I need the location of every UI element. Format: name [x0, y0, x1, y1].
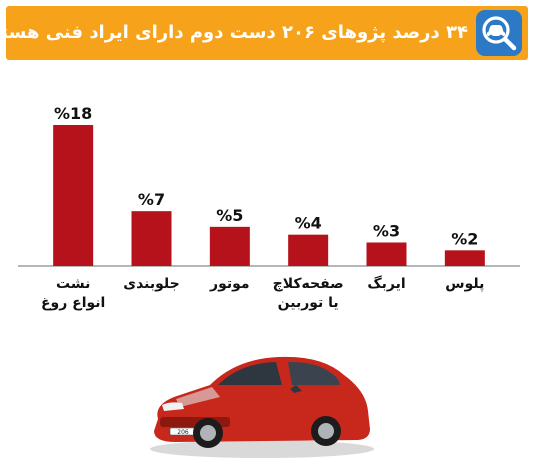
- car-inspection-magnifier-icon: [476, 10, 522, 56]
- bar-value-label: %3: [373, 222, 400, 241]
- peugeot-206-car-image: 206: [150, 356, 374, 458]
- bar-value-label: %4: [295, 214, 322, 233]
- category-label: یا توربین: [278, 295, 339, 311]
- bar-chart: %18 نشت انواع روغ %7 جلوبندی %5 موتور %4 صفحه‌کل…: [18, 104, 520, 311]
- bar: [366, 242, 407, 266]
- bar: [209, 226, 250, 266]
- category-label: پلوس: [445, 276, 484, 292]
- chart-title: ۳۴ درصد پژوهای ۲۰۶ دست دوم دارای ایراد ف…: [0, 22, 468, 43]
- bar-value-label: %18: [54, 104, 92, 123]
- category-label: جلوبندی: [123, 276, 179, 292]
- header-banner: ۳۴ درصد پژوهای ۲۰۶ دست دوم دارای ایراد ف…: [0, 6, 528, 60]
- bar-value-label: %5: [216, 206, 243, 225]
- bar: [53, 125, 94, 266]
- bar: [131, 211, 172, 266]
- bar-value-label: %2: [451, 229, 478, 248]
- category-label: نشت: [56, 276, 90, 292]
- category-label: موتور: [209, 276, 250, 292]
- category-label: انواع روغ: [41, 295, 105, 311]
- bar: [288, 234, 329, 266]
- bar: [444, 250, 485, 266]
- license-plate: 206: [177, 429, 189, 436]
- category-label: صفحه‌کلاچ: [273, 276, 344, 292]
- bar-value-label: %7: [138, 190, 165, 209]
- category-label: ایربگ: [367, 275, 405, 292]
